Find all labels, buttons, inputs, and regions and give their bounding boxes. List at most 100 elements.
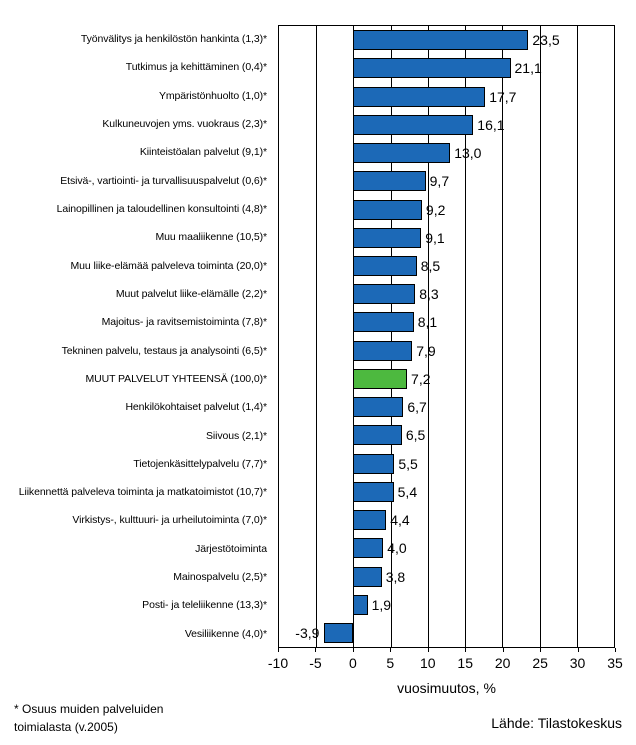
x-tick-label: 5	[386, 655, 395, 671]
bar-row: 6,5	[279, 421, 614, 449]
category-label: Tekninen palvelu, testaus ja analysointi…	[61, 344, 268, 357]
x-tick-label: 0	[348, 655, 357, 671]
value-label: 16,1	[477, 116, 505, 133]
x-tick-label: -5	[309, 655, 322, 671]
bar-row: 7,9	[279, 337, 614, 365]
x-tick-label: -10	[267, 655, 289, 671]
x-tick	[427, 648, 429, 652]
bar	[353, 340, 413, 361]
bar	[324, 623, 354, 644]
category-label: Tietojenkäsittelypalvelu (7,7)*	[133, 457, 267, 470]
bar-row: 9,2	[279, 195, 614, 223]
bar	[353, 481, 394, 502]
gridline--5	[316, 26, 318, 647]
value-label: 8,1	[417, 314, 438, 331]
value-label: 8,3	[419, 286, 439, 303]
gridline-10	[427, 26, 429, 647]
category-label: Siivous (2,1)*	[205, 429, 267, 442]
value-label: 13,0	[454, 145, 482, 162]
value-label: 5,4	[397, 483, 418, 500]
value-label: 4,4	[390, 512, 410, 529]
category-label: Kulkuneuvojen yms. vuokraus (2,3)*	[102, 118, 267, 131]
value-label: 5,5	[398, 455, 418, 472]
gridline-30	[576, 26, 578, 647]
x-tick-label: 15	[457, 655, 474, 671]
value-label: 21,1	[514, 60, 542, 77]
bar	[353, 30, 529, 51]
bar-row: 21,1	[279, 54, 614, 82]
value-label: 6,7	[407, 399, 427, 416]
bar-row: 5,4	[279, 478, 614, 506]
bar-row: 7,2	[279, 365, 614, 393]
category-label: Lainopillinen ja taloudellinen konsultoi…	[56, 203, 268, 216]
value-label: -3,9	[295, 625, 320, 642]
value-label: 3,8	[385, 568, 406, 585]
source-credit: Lähde: Tilastokeskus	[491, 715, 622, 731]
gridline-20	[502, 26, 504, 647]
bar	[353, 227, 422, 248]
bar-row: 9,1	[279, 224, 614, 252]
bar	[353, 453, 395, 474]
category-label: Muu maaliikenne (10,5)*	[155, 231, 267, 244]
category-label: Etsivä-, vartiointi- ja turvallisuuspalv…	[60, 174, 267, 187]
x-axis: -10 -5 0 5 10 15 20 25 30 35	[268, 648, 623, 678]
bar-row: 16,1	[279, 111, 614, 139]
bar	[353, 566, 382, 587]
bar-row: 8,1	[279, 308, 614, 336]
bar	[353, 284, 416, 305]
gridline-25	[539, 26, 541, 647]
x-tick	[577, 648, 579, 652]
bar-row: 8,5	[279, 252, 614, 280]
x-tick	[315, 648, 317, 652]
bar-row: 23,5	[279, 26, 614, 54]
bar-row: -3,9	[279, 619, 614, 647]
bar	[353, 114, 474, 135]
footnote-line2: toimialasta (v.2005)	[14, 720, 118, 734]
x-tick	[540, 648, 542, 652]
plot-rows: 23,5 21,1 17,7 16,1 13,0 9,7 9,2 9,1 8,5 8,3 8,1 7,…	[279, 26, 614, 647]
x-tick	[278, 648, 279, 652]
value-label: 9,2	[425, 201, 446, 218]
category-label: Liikennettä palveleva toiminta ja matkat…	[18, 486, 267, 499]
bar	[353, 143, 451, 164]
footnote-line1: * Osuus muiden palveluiden	[14, 702, 164, 716]
bar	[353, 86, 486, 107]
value-label: 4,0	[387, 540, 407, 557]
bar	[353, 199, 422, 220]
bar-row: 17,7	[279, 82, 614, 110]
x-tick-label: 35	[607, 655, 623, 671]
category-label: Henkilökohtaiset palvelut (1,4)*	[125, 401, 267, 414]
value-label: 6,5	[405, 427, 426, 444]
bar	[353, 594, 368, 615]
bar-row: 13,0	[279, 139, 614, 167]
bar	[353, 312, 414, 333]
bar-row: 5,5	[279, 450, 614, 478]
value-label: 7,9	[416, 342, 436, 359]
bar-row: 6,7	[279, 393, 614, 421]
gridline-5	[390, 26, 392, 647]
bar	[353, 425, 402, 446]
bar-row: 4,4	[279, 506, 614, 534]
x-tick	[390, 648, 392, 652]
category-label: Vesiliikenne (4,0)*	[184, 627, 267, 640]
category-label: Mainospalvelu (2,5)*	[173, 571, 267, 584]
bar-row: 4,0	[279, 534, 614, 562]
bar	[353, 171, 426, 192]
category-label: Järjestötoiminta	[195, 542, 267, 555]
bar-highlight	[353, 368, 408, 389]
x-axis-title: vuosimuutos, %	[397, 680, 496, 696]
bar-row: 1,9	[279, 591, 614, 619]
category-label: Tutkimus ja kehittäminen (0,4)*	[125, 61, 267, 74]
category-label: MUUT PALVELUT YHTEENSÄ (100,0)*	[85, 372, 268, 385]
category-label: Virkistys-, kulttuuri- ja urheilutoimint…	[72, 514, 267, 527]
value-label: 23,5	[532, 32, 560, 49]
bar	[353, 58, 511, 79]
gridline-15	[465, 26, 467, 647]
value-label: 1,9	[371, 596, 392, 613]
category-labels: Työnvälitys ja henkilöstön hankinta (1,3…	[0, 25, 272, 648]
x-tick-label: 20	[494, 655, 511, 671]
value-label: 17,7	[489, 88, 517, 105]
value-label: 7,2	[411, 370, 431, 387]
category-label: Muut palvelut liike-elämälle (2,2)*	[115, 287, 267, 300]
x-tick-label: 25	[532, 655, 548, 671]
